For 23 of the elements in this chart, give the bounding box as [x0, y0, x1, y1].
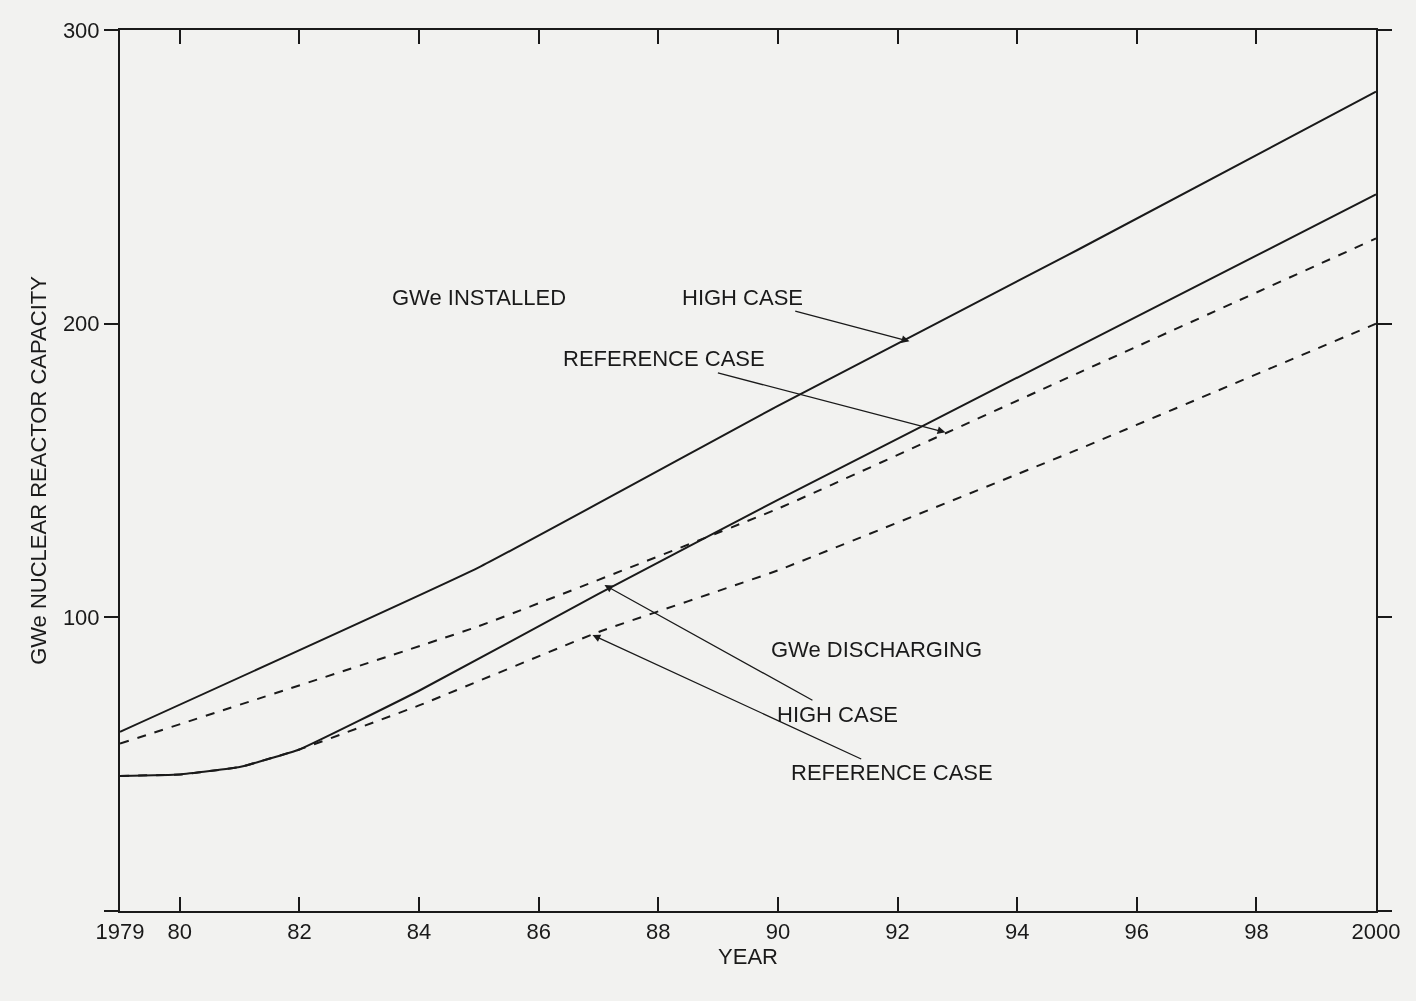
annotation: HIGH CASE	[682, 285, 804, 310]
x-tick-label: 94	[1004, 919, 1030, 945]
annotation: GWe DISCHARGING	[771, 637, 983, 662]
y-tick-label: 300	[62, 17, 100, 43]
annotation: GWe INSTALLED	[392, 285, 567, 310]
x-tick-label: 96	[1124, 919, 1149, 945]
x-tick-label: 90	[765, 919, 791, 945]
x-tick-label: 1979	[95, 919, 145, 945]
x-tick-label: 82	[287, 919, 312, 945]
x-tick-label: 98	[1244, 919, 1269, 945]
y-tick-label: 100	[62, 605, 100, 631]
annotation: HIGH CASE	[777, 702, 899, 727]
annotation: REFERENCE CASE	[563, 346, 765, 371]
y-axis-title: GWe NUCLEAR REACTOR CAPACITY	[26, 275, 52, 665]
annotation: REFERENCE CASE	[791, 760, 993, 785]
x-tick-label: 84	[406, 919, 432, 945]
x-tick-label: 80	[167, 919, 193, 945]
x-tick-label: 88	[646, 919, 671, 945]
x-tick-label: 92	[885, 919, 910, 945]
x-axis-title: YEAR	[718, 944, 778, 970]
y-tick-label: 200	[62, 311, 100, 337]
x-tick-label: 2000	[1351, 919, 1401, 945]
x-tick-label: 86	[526, 919, 551, 945]
